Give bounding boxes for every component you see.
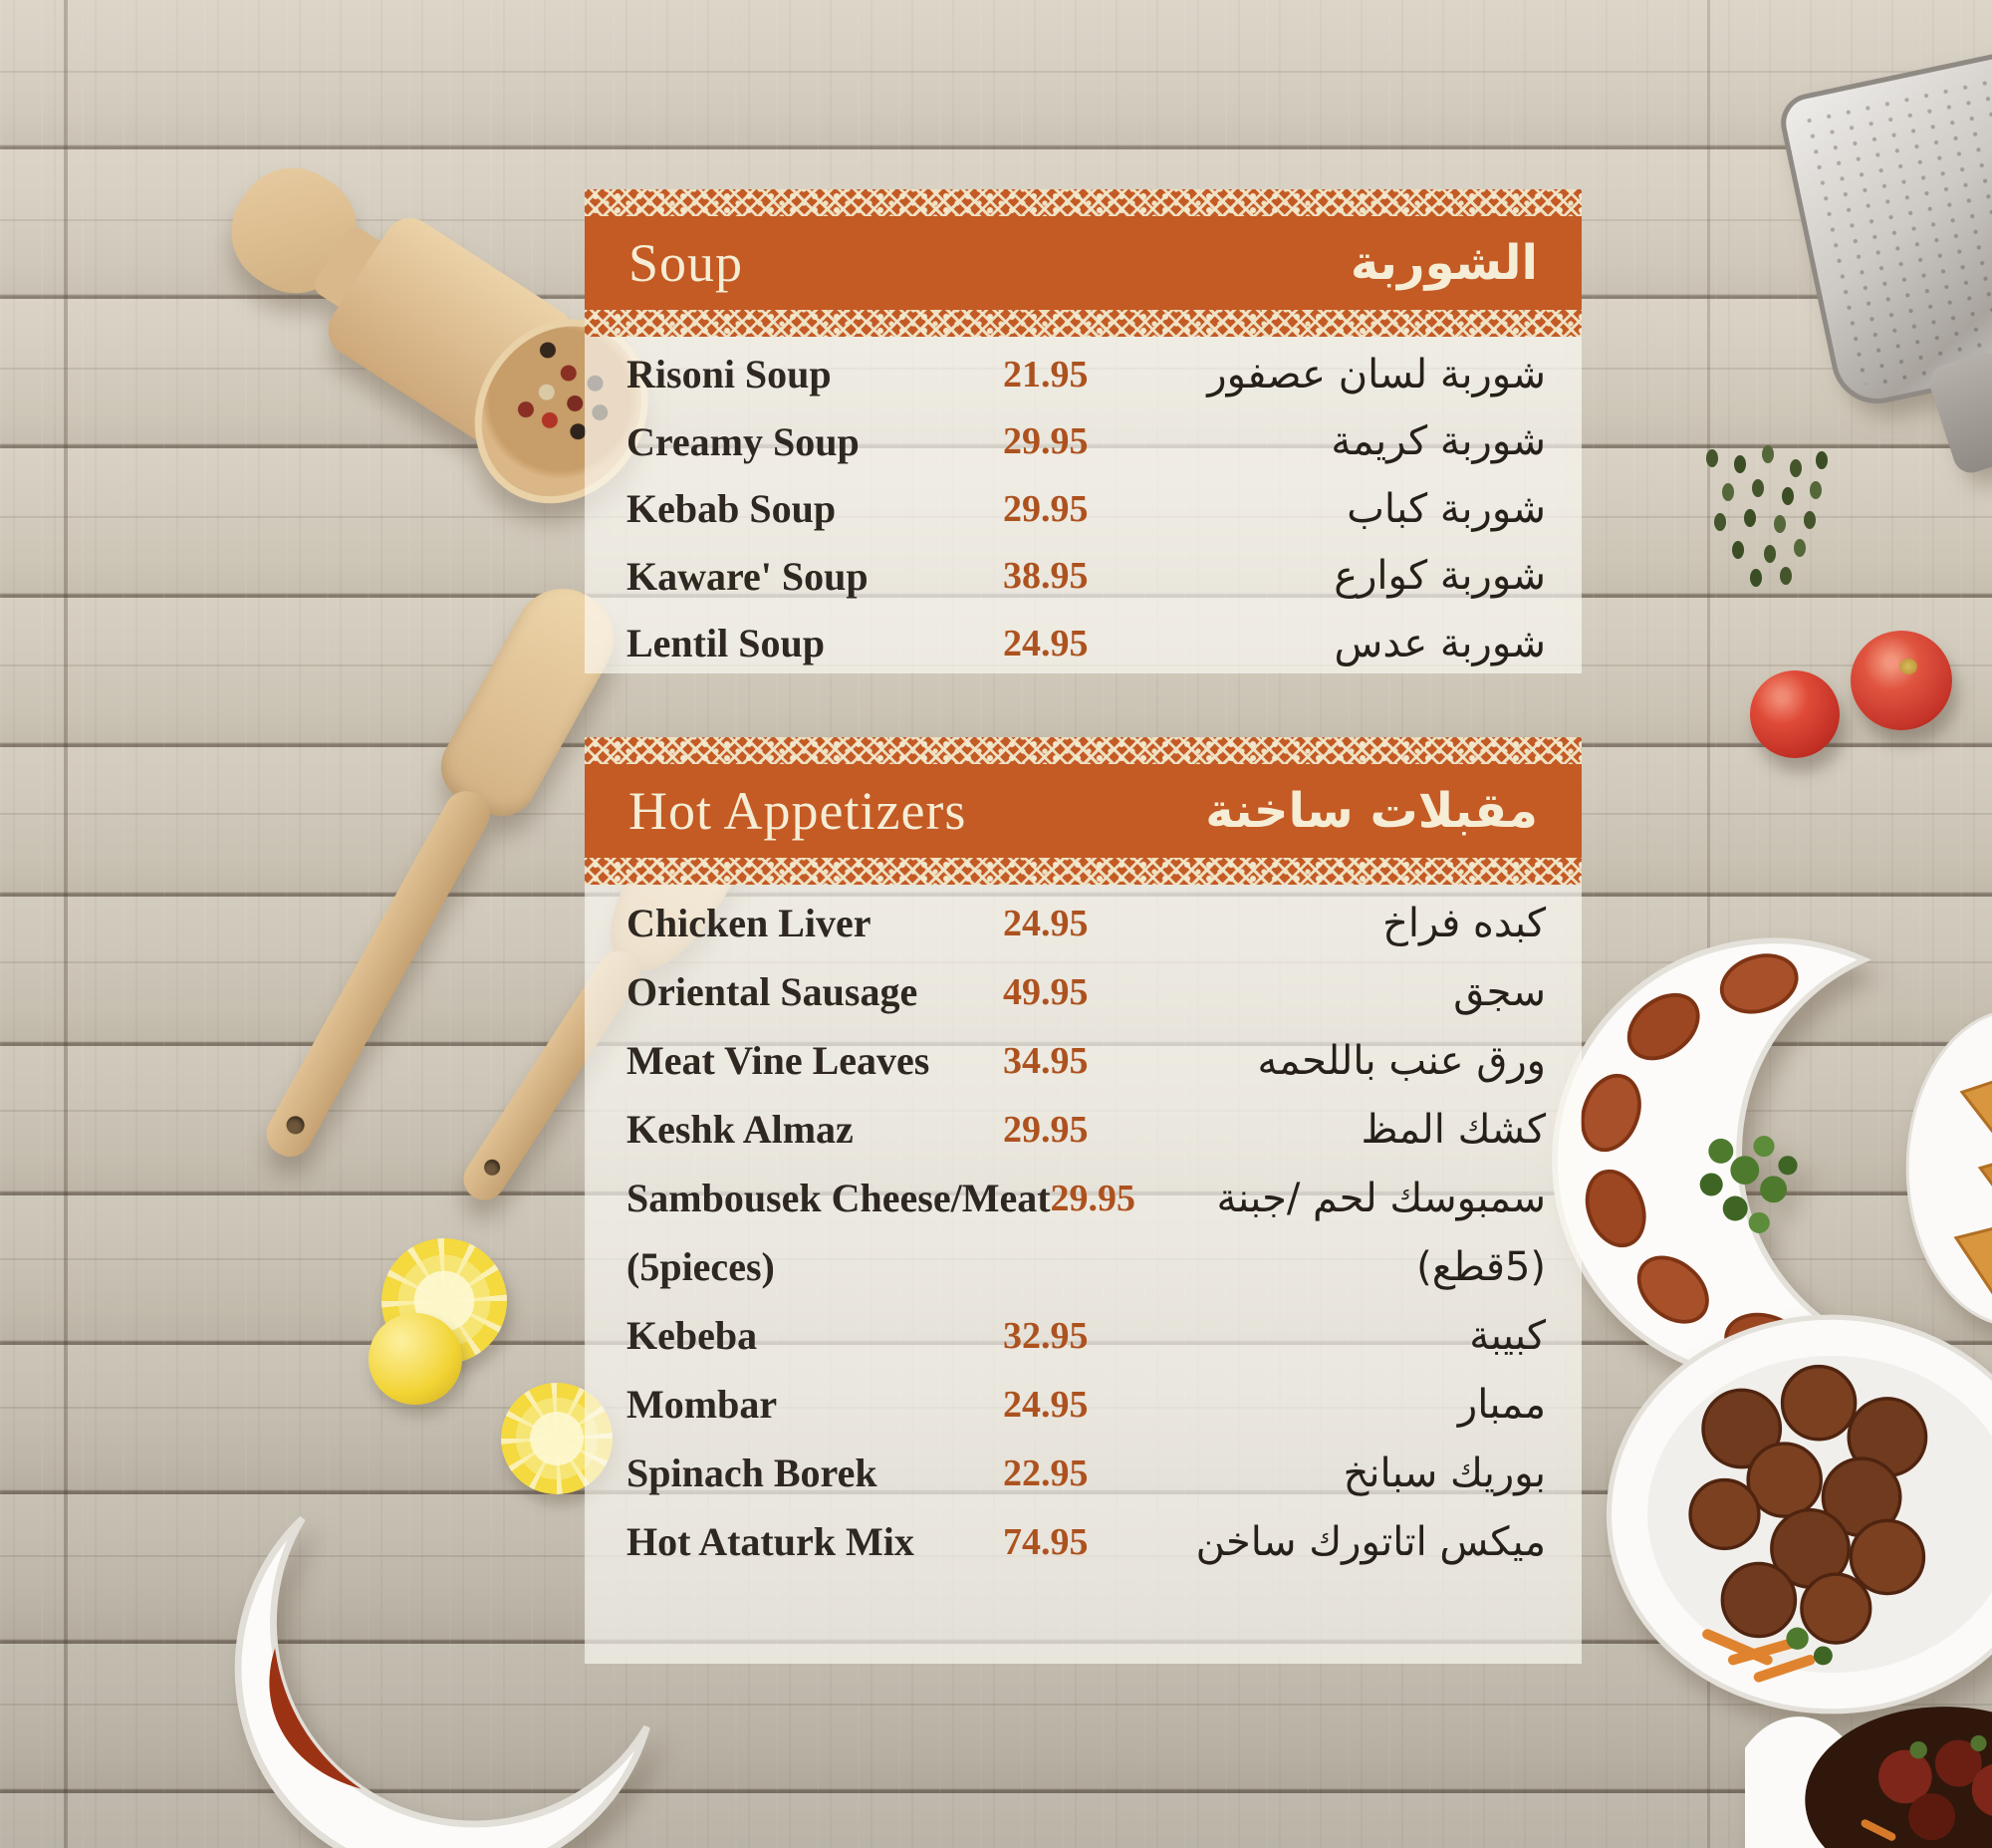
- item-name-ar: ورق عنب باللحمه: [1257, 1037, 1546, 1084]
- item-name-ar: كبده فراخ: [1382, 900, 1546, 946]
- item-price: 24.95: [1003, 902, 1089, 944]
- soup-band: Soup الشوربة: [585, 216, 1582, 310]
- hot-appetizers-section: Hot Appetizers مقبلات ساخنة Chicken Live…: [585, 737, 1582, 1664]
- sausage-bowl-image: [234, 1515, 650, 1848]
- meat-stew-dish-image: [1745, 1707, 1992, 1848]
- section-title-ar: مقبلات ساخنة: [1205, 783, 1538, 839]
- lace-border: [585, 737, 1582, 764]
- item-name-en: Meat Vine Leaves: [626, 1038, 930, 1083]
- item-name-en: Mombar: [626, 1382, 778, 1427]
- item-name-en: Chicken Liver: [626, 901, 872, 945]
- lace-border: [585, 310, 1582, 337]
- item-price: 21.95: [1003, 353, 1089, 396]
- item-price: 22.95: [1003, 1452, 1089, 1494]
- item-name-ar: شوربة كوارع: [1334, 553, 1546, 600]
- item-name-en: Risoni Soup: [626, 352, 832, 397]
- item-price: 29.95: [1003, 420, 1089, 463]
- tomato-image: [1851, 631, 1952, 730]
- menu-item-row: Kebeba 32.95 كبيبة: [626, 1301, 1546, 1370]
- item-name-ar: كبيبة: [1469, 1312, 1546, 1359]
- spatula-handle: [258, 783, 498, 1165]
- item-price: 24.95: [1003, 1383, 1089, 1426]
- item-name-en: Spinach Borek: [626, 1451, 877, 1495]
- item-name-ar: سمبوسك لحم /جبنة: [1216, 1175, 1546, 1221]
- hot-appetizers-band: Hot Appetizers مقبلات ساخنة: [585, 764, 1582, 858]
- menu-item-row: Hot Ataturk Mix 74.95 ميكس اتاتورك ساخن: [626, 1507, 1546, 1576]
- menu-item-row: Oriental Sausage 49.95 سجق: [626, 957, 1546, 1026]
- item-name-en: (5pieces): [626, 1244, 775, 1289]
- item-name-en: Hot Ataturk Mix: [626, 1519, 914, 1564]
- item-name-ar: كشك المظ: [1361, 1106, 1546, 1153]
- tomato-image: [1750, 670, 1840, 758]
- item-price: 49.95: [1003, 970, 1089, 1013]
- soup-section-header: Soup الشوربة: [585, 189, 1582, 337]
- thyme-herbs-image: [1698, 443, 1877, 618]
- menu-item-row: Chicken Liver 24.95 كبده فراخ: [626, 889, 1546, 957]
- metal-grater-image: [1775, 48, 1992, 495]
- item-price: 34.95: [1003, 1039, 1089, 1082]
- item-name-ar: ممبار: [1457, 1381, 1546, 1428]
- item-name-en: Kaware' Soup: [626, 553, 869, 599]
- item-name-en: Creamy Soup: [626, 418, 860, 464]
- section-title-en: Soup: [628, 233, 744, 293]
- item-name-ar: (5قطع): [1416, 1243, 1546, 1290]
- item-name-en: Kebeba: [626, 1313, 758, 1358]
- section-title-en: Hot Appetizers: [628, 781, 967, 841]
- menu-item-row: Sambousek Cheese/Meat 29.95 سمبوسك لحم /جب…: [626, 1164, 1546, 1232]
- grater-body: [1775, 48, 1992, 412]
- menu-item-row: Mombar 24.95 ممبار: [626, 1370, 1546, 1439]
- herb-sprigs: [1706, 449, 1718, 467]
- menu-item-row: Creamy Soup 29.95 شوربة كريمة: [626, 408, 1546, 476]
- menu-item-row: Spinach Borek 22.95 بوريك سبانخ: [626, 1439, 1546, 1507]
- menu-item-row: Kebab Soup 29.95 شوربة كباب: [626, 475, 1546, 543]
- soup-item-list: Risoni Soup 21.95 شوربة لسان عصفور Creamy S…: [585, 337, 1582, 673]
- item-price: 29.95: [1050, 1177, 1136, 1219]
- item-name-en: Keshk Almaz: [626, 1107, 854, 1152]
- section-title-ar: الشوربة: [1350, 235, 1538, 291]
- lemon-image: [369, 1313, 462, 1405]
- item-name-en: Sambousek Cheese/Meat: [626, 1176, 1051, 1220]
- lace-border: [585, 189, 1582, 216]
- item-name-ar: سجق: [1453, 968, 1546, 1015]
- hot-appetizers-item-list: Chicken Liver 24.95 كبده فراخ Oriental Saus…: [585, 885, 1582, 1664]
- menu-item-row: Lentil Soup 24.95 شوربة عدس: [626, 610, 1546, 677]
- item-price: 24.95: [1003, 622, 1089, 664]
- item-name-ar: بوريك سبانخ: [1343, 1450, 1546, 1496]
- item-name-en: Lentil Soup: [626, 621, 825, 666]
- item-name-ar: شوربة كريمة: [1331, 418, 1546, 465]
- soup-section: Soup الشوربة Risoni Soup 21.95 شوربة لسان …: [585, 189, 1582, 673]
- samosa-plate-image: [1905, 1012, 1992, 1324]
- item-price: 32.95: [1003, 1314, 1089, 1357]
- menu-item-row: (5pieces) (5قطع): [626, 1232, 1546, 1301]
- hot-appetizers-section-header: Hot Appetizers مقبلات ساخنة: [585, 737, 1582, 885]
- item-name-en: Kebab Soup: [626, 486, 837, 532]
- item-price: 29.95: [1003, 1108, 1089, 1151]
- item-price: 29.95: [1003, 487, 1089, 530]
- item-name-ar: ميكس اتاتورك ساخن: [1195, 1518, 1546, 1565]
- lace-border: [585, 858, 1582, 885]
- item-price: 74.95: [1003, 1520, 1089, 1563]
- item-name-ar: شوربة كباب: [1347, 485, 1546, 532]
- menu-item-row: Risoni Soup 21.95 شوربة لسان عصفور: [626, 341, 1546, 408]
- menu-item-row: Keshk Almaz 29.95 كشك المظ: [626, 1095, 1546, 1164]
- menu-item-row: Kaware' Soup 38.95 شوربة كوارع: [626, 543, 1546, 611]
- meatball-plate-image: [1606, 1314, 1992, 1715]
- menu-item-row: Meat Vine Leaves 34.95 ورق عنب باللحمه: [626, 1026, 1546, 1095]
- item-name-en: Oriental Sausage: [626, 969, 918, 1014]
- item-name-ar: شوربة لسان عصفور: [1207, 351, 1546, 397]
- item-name-ar: شوربة عدس: [1334, 620, 1546, 666]
- item-price: 38.95: [1003, 555, 1089, 598]
